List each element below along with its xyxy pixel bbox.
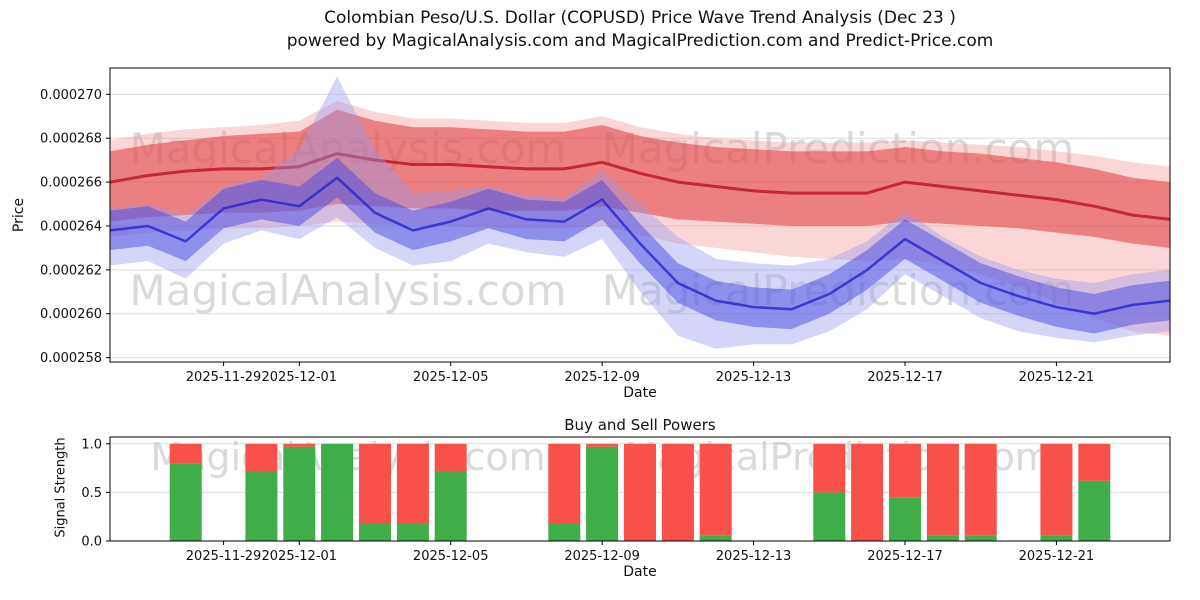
figure-subtitle: powered by MagicalAnalysis.com and Magic… [286,31,994,51]
y-tick-label: 0.000260 [40,307,102,322]
buy-power-bar [548,523,581,541]
buy-power-bar [889,497,921,541]
y-tick-label: 0.000258 [40,351,102,366]
y-tick-label: 0.000266 [40,176,102,191]
sell-power-bar [283,443,316,447]
bullish-outer-band [110,76,1170,349]
sell-power-bar [1040,443,1073,536]
sell-power-bar [396,443,429,524]
price-chart: MagicalAnalysis.comMagicalPrediction.com… [40,67,1171,385]
sell-power-bar [889,443,921,498]
sell-power-bar [548,443,581,524]
y-tick-label: 0.5 [81,486,102,501]
x-tick-label: 2025-12-21 [1019,370,1095,385]
x-tick-label: 2025-12-05 [413,370,489,385]
x-tick-label: 2025-12-13 [716,549,792,564]
y-tick-label: 0.000262 [40,263,102,278]
y-tick-label: 0.0 [81,535,102,550]
x-tick-label: 2025-11-29 [186,370,262,385]
buy-power-bar [321,443,354,541]
sell-power-bar [359,443,391,524]
buy-power-bar [1078,480,1111,541]
x-tick-label: 2025-12-21 [1019,549,1095,564]
sell-power-bar [661,443,694,541]
signal-strength-chart: MagicalAnalysis.comMagicalPrediction.com… [81,435,1171,564]
x-tick-label: 2025-12-05 [413,549,489,564]
y-tick-label: 1.0 [81,437,102,452]
y-tick-label: 0.000268 [40,132,102,147]
bar-chart-title: Buy and Sell Powers [564,416,716,434]
x-tick-label: 2025-11-29 [186,549,262,564]
buy-power-bar [964,535,997,541]
sell-power-bar [586,443,619,447]
sell-power-bar [624,443,656,541]
sell-power-bar [1078,443,1111,481]
x-tick-label: 2025-12-17 [867,549,943,564]
buy-power-bar [169,463,202,541]
date-axis-label-main: Date [623,385,657,401]
y-tick-label: 0.000270 [40,88,102,103]
x-tick-label: 2025-12-01 [262,370,338,385]
plot-frame [109,436,1171,542]
bearish-main-band [110,109,1170,248]
buy-power-bar [699,535,732,541]
sell-power-bar [926,443,959,536]
price-axis-label: Price [11,197,27,233]
buy-power-bar [434,471,467,541]
sell-power-bar [699,443,732,536]
sell-power-bar [851,443,884,541]
buy-power-bar [926,535,959,541]
sell-power-bar [169,443,202,464]
buy-power-bar [1040,535,1073,541]
buy-power-bar [586,446,619,541]
sell-power-bar [434,443,467,471]
x-tick-label: 2025-12-13 [716,370,792,385]
sell-power-bar [245,443,278,471]
x-tick-label: 2025-12-17 [867,370,943,385]
buy-power-bar [359,523,391,541]
y-tick-label: 0.000264 [40,219,102,234]
plot-frame [109,67,1171,363]
sell-power-bar [813,443,846,493]
figure-title: Colombian Peso/U.S. Dollar (COPUSD) Pric… [324,8,956,28]
buy-power-bar [813,492,846,541]
buy-power-bar [283,446,316,541]
bullish-core-line [110,176,1170,315]
x-tick-label: 2025-12-09 [564,370,640,385]
date-axis-label-bar: Date [623,564,657,580]
bullish-main-band [110,158,1170,334]
sell-power-bar [964,443,997,536]
buy-power-bar [245,471,278,541]
x-tick-label: 2025-12-09 [564,549,640,564]
x-tick-label: 2025-12-01 [262,549,338,564]
signal-strength-axis-label: Signal Strength [53,437,69,538]
watermark-text: MagicalAnalysis.com [130,266,567,315]
bearish-core-line [110,152,1170,221]
buy-power-bar [396,523,429,541]
